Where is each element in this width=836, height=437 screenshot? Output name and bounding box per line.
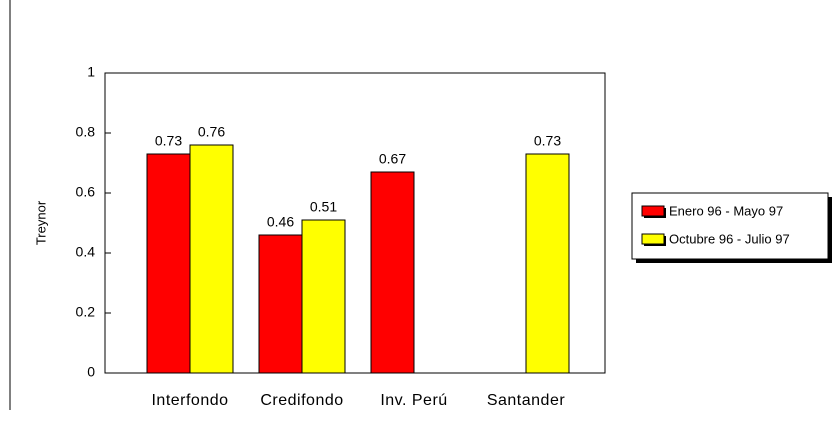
bar bbox=[301, 219, 346, 374]
legend-swatch bbox=[641, 233, 665, 245]
bar bbox=[370, 171, 415, 374]
x-tick-label: Interfondo bbox=[151, 392, 228, 409]
y-tick-label: 1 bbox=[87, 64, 95, 80]
value-label: 0.67 bbox=[379, 151, 406, 167]
y-tick-label: 0.8 bbox=[76, 124, 96, 140]
x-tick-label: Santander bbox=[487, 392, 566, 409]
value-label: 0.46 bbox=[267, 214, 294, 230]
y-tick-label: 0.2 bbox=[76, 304, 96, 320]
legend-label: Enero 96 - Mayo 97 bbox=[669, 203, 783, 218]
legend bbox=[631, 192, 829, 260]
legend-swatch bbox=[641, 205, 665, 217]
y-tick-label: 0.4 bbox=[76, 244, 96, 260]
value-label: 0.76 bbox=[198, 124, 225, 140]
y-tick-label: 0 bbox=[87, 364, 95, 380]
y-tick-label: 0.6 bbox=[76, 184, 96, 200]
legend-label: Octubre 96 - Julio 97 bbox=[669, 231, 790, 246]
bar bbox=[189, 144, 234, 374]
bar bbox=[258, 234, 303, 374]
value-label: 0.73 bbox=[155, 133, 182, 149]
x-tick-label: Credifondo bbox=[260, 392, 343, 409]
bar bbox=[525, 153, 570, 374]
value-label: 0.73 bbox=[534, 133, 561, 149]
x-tick-label: Inv. Perú bbox=[380, 392, 447, 409]
plot-area bbox=[104, 72, 606, 374]
y-axis-label: Treynor bbox=[33, 200, 48, 245]
bar bbox=[146, 153, 191, 374]
value-label: 0.51 bbox=[310, 199, 337, 215]
